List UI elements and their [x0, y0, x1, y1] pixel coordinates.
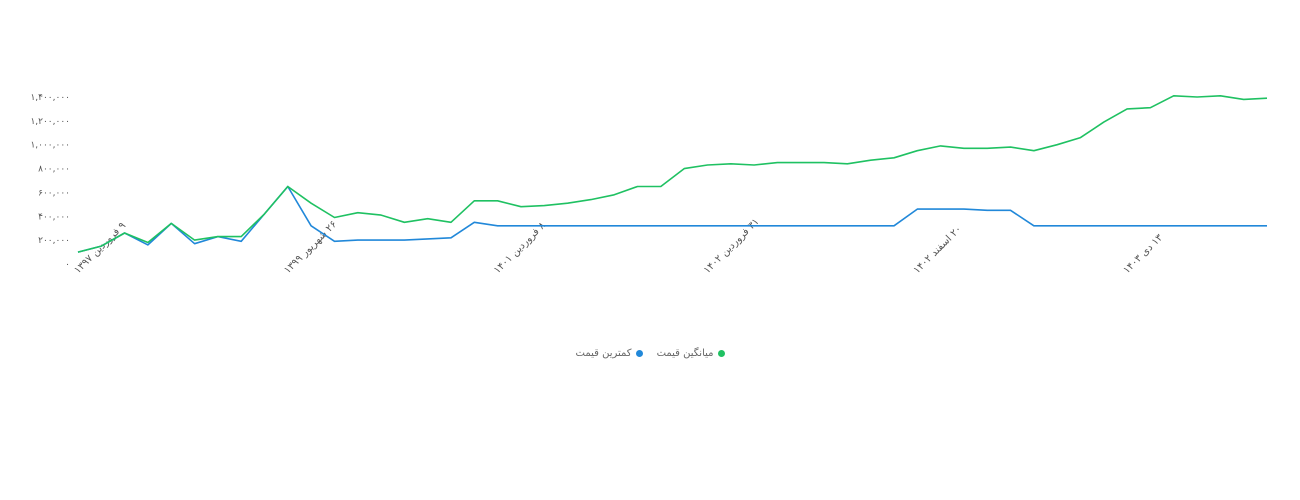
x-tick-label: ۲۶ شهریور ۱۳۹۹	[282, 219, 339, 276]
y-tick-label: ۱,۴۰۰,۰۰۰	[30, 93, 70, 103]
y-tick-label: ۸۰۰,۰۰۰	[38, 165, 70, 175]
series-layer	[77, 95, 1268, 253]
legend-label: کمترین قیمت	[575, 348, 632, 359]
x-tick-label: ۲۰ اسفند ۱۴۰۲	[912, 224, 964, 276]
legend-item-average-price[interactable]: میانگین قیمت	[657, 348, 725, 359]
x-tick-label: ۱۳ دی ۱۴۰۳	[1121, 232, 1165, 276]
x-tick-label: ۸ فروردین ۱۴۰۱	[492, 220, 548, 276]
y-tick-label: ۲۰۰,۰۰۰	[38, 236, 70, 246]
chart-legend: میانگین قیمت کمترین قیمت	[0, 348, 1300, 359]
legend-dot-green-icon	[717, 350, 725, 357]
y-axis: ۰ ۲۰۰,۰۰۰ ۴۰۰,۰۰۰ ۶۰۰,۰۰۰ ۸۰۰,۰۰۰ ۱,۰۰۰,…	[30, 93, 70, 270]
x-tick-label: ۹ فروردین ۱۳۹۷	[72, 220, 128, 276]
y-tick-label: ۶۰۰,۰۰۰	[38, 188, 70, 198]
series-line-average-price	[77, 95, 1268, 253]
y-tick-label: ۴۰۰,۰۰۰	[38, 212, 70, 222]
y-tick-label: ۱,۲۰۰,۰۰۰	[30, 117, 70, 127]
y-tick-label: ۰	[65, 260, 70, 270]
y-tick-label: ۱,۰۰۰,۰۰۰	[30, 141, 70, 151]
legend-dot-blue-icon	[635, 350, 643, 357]
legend-item-minimum-price[interactable]: کمترین قیمت	[576, 348, 643, 359]
series-line-minimum-price	[77, 185, 1267, 253]
legend-label: میانگین قیمت	[656, 348, 714, 359]
